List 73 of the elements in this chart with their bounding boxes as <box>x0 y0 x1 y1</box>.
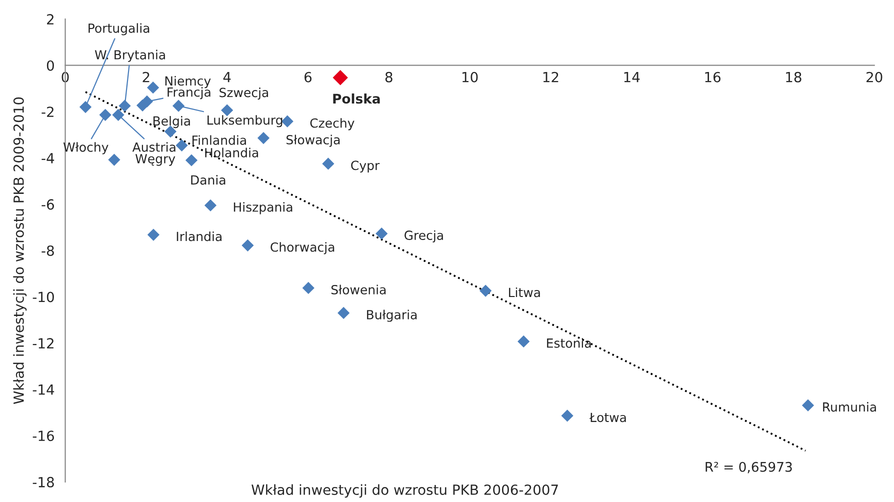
point <box>172 100 185 112</box>
x-tick-label: 0 <box>62 72 69 82</box>
annotation: Portugalia <box>88 23 150 36</box>
annotation: Hiszpania <box>234 202 292 214</box>
y-tick-label: -4 <box>42 153 54 164</box>
annotation: Niemcy <box>165 76 211 88</box>
point <box>338 306 350 320</box>
annotation: Łotwa <box>589 412 626 422</box>
y-tick-label: -16 <box>32 430 54 442</box>
x-tick-label: 12 <box>543 72 558 82</box>
annotation: Węgry <box>135 154 176 166</box>
x-tick-label: 16 <box>705 72 720 82</box>
y-tick-label: -8 <box>42 245 54 256</box>
point <box>376 228 388 240</box>
y-tick-label: -18 <box>32 476 54 488</box>
annotation: Włochy <box>63 142 108 154</box>
annotation: Estonia <box>547 338 591 348</box>
point <box>204 199 217 212</box>
y-tick-label: -12 <box>32 338 54 348</box>
annotation: Luksemburg <box>208 115 282 128</box>
point <box>302 282 314 294</box>
annotation: Austria <box>132 142 176 152</box>
annotation: Grecja <box>404 230 443 242</box>
point <box>99 108 112 121</box>
y-tick-label: -14 <box>32 384 54 395</box>
annotation: Szwecja <box>220 88 268 100</box>
point <box>118 100 131 112</box>
annotation: Litwa <box>509 287 540 298</box>
point <box>146 82 160 94</box>
annotation: W. Brytania <box>94 50 165 62</box>
annotation: Dania <box>191 175 226 185</box>
point <box>108 154 120 166</box>
x-tick-label: 14 <box>624 72 640 82</box>
annotation: Bułgaria <box>367 310 417 322</box>
annotation: Słowacja <box>286 134 340 147</box>
point <box>561 410 574 422</box>
point <box>322 158 334 170</box>
y-tick-label: -2 <box>42 106 54 117</box>
annotation: Czechy <box>310 118 354 130</box>
point <box>480 284 492 297</box>
point <box>242 239 254 252</box>
annotation: Irlandia <box>176 231 222 242</box>
series-label: Polska <box>333 93 380 104</box>
annotation: Francja <box>168 87 210 100</box>
point <box>176 139 188 152</box>
x-tick-label: 4 <box>223 72 231 82</box>
annotation: Rumunia <box>823 402 876 412</box>
point <box>147 228 160 241</box>
x-tick-label: 8 <box>385 72 392 82</box>
y-tick-label: -6 <box>42 199 54 210</box>
x-tick-label: 18 <box>786 72 802 82</box>
x-tick-label: 20 <box>866 72 882 82</box>
x-axis-title: Wkład inwestycji do wzrostu PKB 2006-2007 <box>252 484 558 498</box>
point <box>518 335 530 348</box>
annotation: Belgia <box>153 116 190 128</box>
point <box>79 100 92 114</box>
x-tick-label: 2 <box>142 72 150 82</box>
point <box>257 132 270 144</box>
point <box>802 399 814 412</box>
x-tick-label: 10 <box>462 72 478 82</box>
y-tick-label: 0 <box>46 60 54 71</box>
annotation: Finlandia <box>192 135 246 145</box>
annotation: Cypr <box>351 160 380 173</box>
y-tick-label: -10 <box>32 292 54 302</box>
annotation: Słowenia <box>331 284 386 294</box>
y-axis-title: Wkład inwestycji do wzrostu PKB 2009-2010 <box>13 97 27 404</box>
y-tick-label: 2 <box>47 14 54 24</box>
point <box>185 154 198 166</box>
annotation: R² = 0,65973 <box>706 462 792 474</box>
x-tick-label: 6 <box>304 72 312 82</box>
point <box>112 108 124 121</box>
annotation: Chorwacja <box>270 242 334 254</box>
point <box>332 70 348 86</box>
